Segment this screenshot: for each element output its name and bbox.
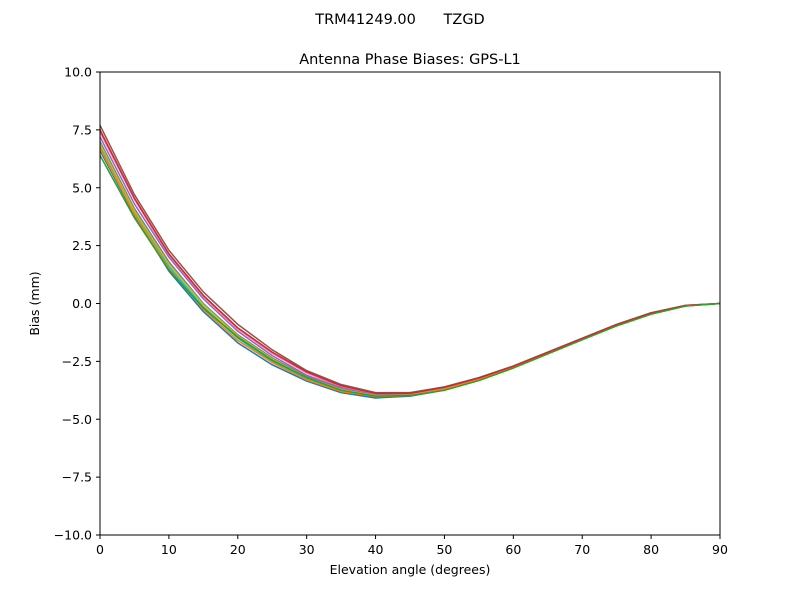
x-axis-label: Elevation angle (degrees) xyxy=(330,562,491,577)
series-line-8 xyxy=(99,148,721,398)
y-tick-label: −5.0 xyxy=(62,412,92,427)
y-tick-label: −7.5 xyxy=(62,470,92,485)
plot-frame xyxy=(99,71,721,536)
series-line-4 xyxy=(99,141,721,397)
y-tick-label: 5.0 xyxy=(72,180,92,195)
y-tick-label: 7.5 xyxy=(72,122,92,137)
x-tick-label: 80 xyxy=(643,542,659,557)
series-line-10 xyxy=(99,154,721,397)
y-tick-label: 2.5 xyxy=(72,238,92,253)
x-tick-label: 30 xyxy=(299,542,315,557)
series-line-3 xyxy=(99,136,721,396)
x-axis-ticks: 0 10 20 30 40 50 60 70 80 90 xyxy=(96,535,728,557)
x-tick-label: 0 xyxy=(96,542,104,557)
x-tick-label: 50 xyxy=(436,542,452,557)
chart-title: Antenna Phase Biases: GPS-L1 xyxy=(299,52,521,68)
x-tick-label: 20 xyxy=(230,542,246,557)
series-line-7 xyxy=(99,150,721,399)
x-tick-label: 10 xyxy=(161,542,177,557)
y-tick-label: −2.5 xyxy=(62,354,92,369)
y-axis-ticks: −10.0 −7.5 −5.0 −2.5 0.0 2.5 5.0 7.5 10.0 xyxy=(54,65,100,543)
series-line-9 xyxy=(99,129,721,395)
x-tick-label: 90 xyxy=(712,542,728,557)
y-tick-label: 10.0 xyxy=(64,65,92,80)
y-axis-label: Bias (mm) xyxy=(27,271,42,335)
x-tick-label: 40 xyxy=(368,542,384,557)
y-tick-label: 0.0 xyxy=(72,296,92,311)
x-tick-label: 70 xyxy=(574,542,590,557)
series-line-5 xyxy=(99,145,721,399)
series-line-2 xyxy=(99,131,721,395)
series-line-6 xyxy=(99,143,721,397)
chart-suptitle: TRM41249.00 TZGD xyxy=(314,12,484,28)
series-line-1 xyxy=(99,124,721,394)
y-tick-label: −10.0 xyxy=(54,528,92,543)
x-tick-label: 60 xyxy=(505,542,521,557)
plot-lines xyxy=(99,124,721,399)
